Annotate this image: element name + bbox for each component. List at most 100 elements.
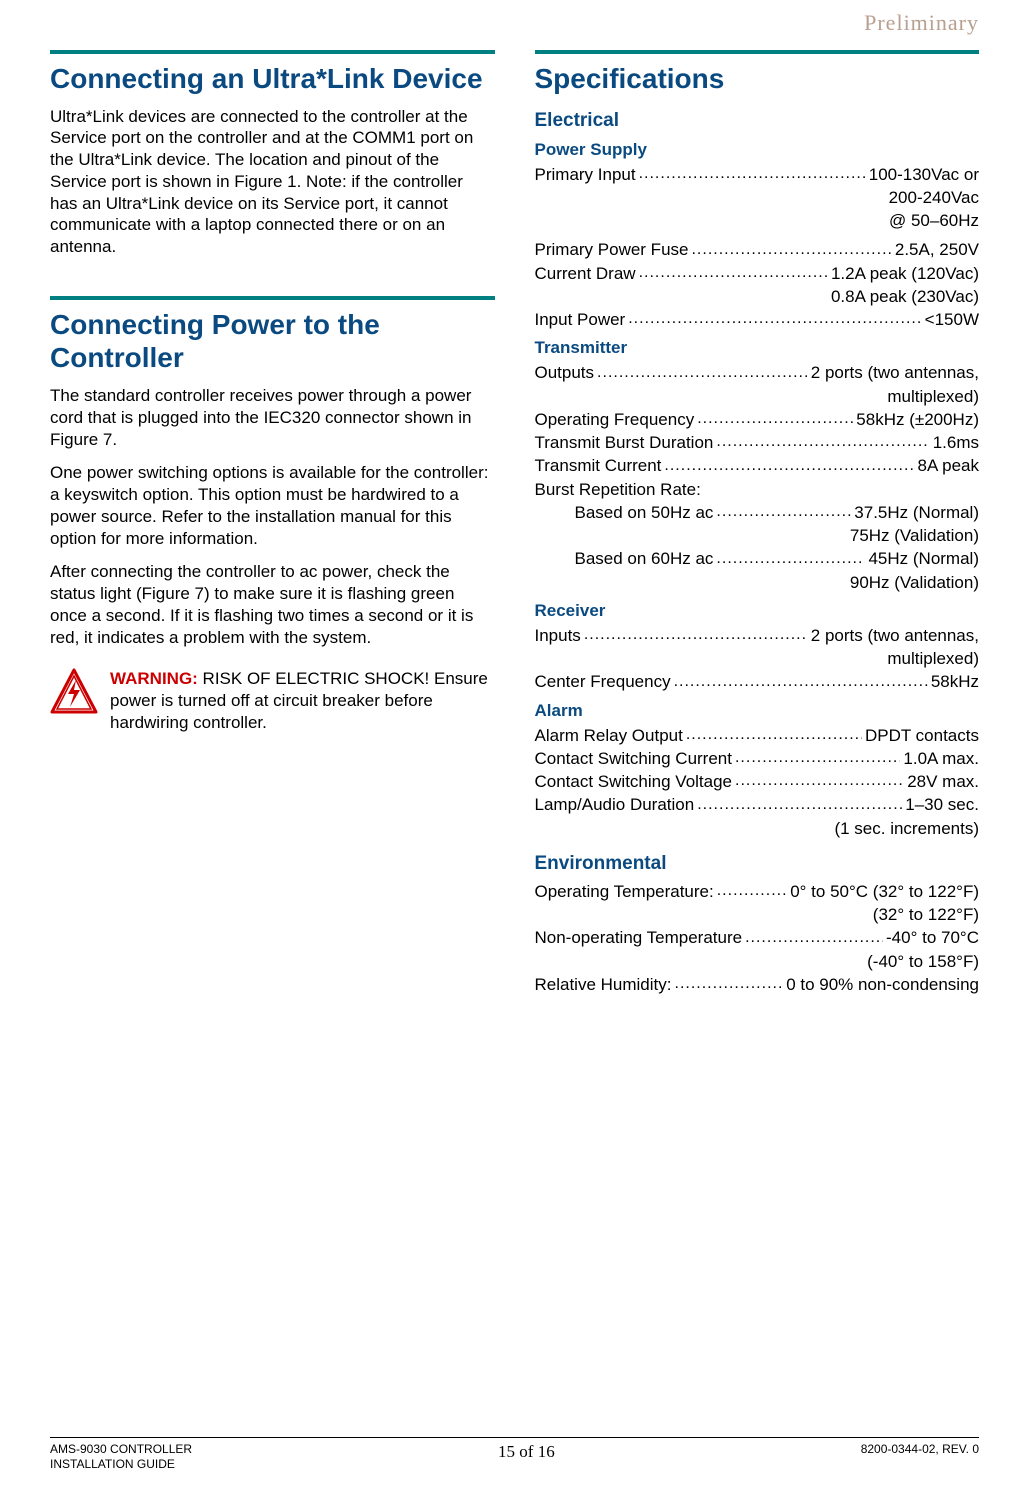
section-title-power: Connecting Power to the Controller	[50, 308, 495, 375]
spec-label: Operating Frequency	[535, 409, 695, 430]
spec-leader-dots	[691, 239, 891, 260]
spec-row: Input Power <150W	[535, 309, 980, 330]
spec-leader-dots	[686, 725, 862, 746]
paragraph: Ultra*Link devices are connected to the …	[50, 106, 495, 258]
left-column: Connecting an Ultra*Link Device Ultra*Li…	[50, 44, 495, 997]
spec-label: Current Draw	[535, 263, 636, 284]
spec-row: Operating Frequency58kHz (±200Hz)	[535, 409, 980, 430]
spec-leader-dots	[597, 362, 808, 383]
spec-row: Relative Humidity:0 to 90% non-condensin…	[535, 974, 980, 995]
spec-value-continuation: multiplexed)	[535, 648, 980, 669]
spec-value: 8A peak	[918, 455, 979, 476]
paragraph: The standard controller receives power t…	[50, 385, 495, 450]
spec-value: DPDT contacts	[865, 725, 979, 746]
spec-row: Transmit Current 8A peak	[535, 455, 980, 476]
spec-row: Inputs 2 ports (two antennas,	[535, 625, 980, 646]
spacer	[50, 270, 495, 290]
spec-leader-dots	[584, 625, 808, 646]
spec-label: Outputs	[535, 362, 595, 383]
paragraph: After connecting the controller to ac po…	[50, 561, 495, 648]
spec-value: 2.5A, 250V	[895, 239, 979, 260]
spec-label: Relative Humidity:	[535, 974, 672, 995]
spec-row: Primary Power Fuse 2.5A, 250V	[535, 239, 980, 260]
spec-subgroup-heading: Transmitter	[535, 338, 980, 358]
spec-value-continuation: (32° to 122°F)	[535, 904, 980, 925]
spec-value: 1.2A peak (120Vac)	[831, 263, 979, 284]
spec-value: 0° to 50°C (32° to 122°F)	[790, 881, 979, 902]
spec-subgroup-heading: Power Supply	[535, 140, 980, 160]
spec-value-continuation: (-40° to 158°F)	[535, 951, 980, 972]
spec-value-continuation: 0.8A peak (230Vac)	[535, 286, 980, 307]
spec-value-continuation: @ 50–60Hz	[535, 210, 980, 231]
spec-container: Electrical Power Supply Primary Input 100-1…	[535, 110, 980, 996]
spec-leader-dots	[628, 309, 921, 330]
spec-row: Based on 50Hz ac37.5Hz (Normal)	[535, 502, 980, 523]
spec-value-continuation: 200-240Vac	[535, 187, 980, 208]
spec-leader-dots	[735, 748, 900, 769]
spec-value: 1.6ms	[933, 432, 979, 453]
footer-page-number: 15 of 16	[498, 1442, 555, 1462]
spec-row: Alarm Relay Output DPDT contacts	[535, 725, 980, 746]
section-title-ultralink: Connecting an Ultra*Link Device	[50, 62, 495, 96]
right-column: Specifications ElectricalPower SupplyPri…	[535, 44, 980, 997]
spec-group-heading: Environmental	[535, 853, 980, 875]
warning-text: WARNING: RISK OF ELECTRIC SHOCK! Ensure …	[110, 668, 495, 733]
spec-leader-dots	[697, 409, 853, 430]
spec-value: 1.0A max.	[903, 748, 979, 769]
spec-label: Primary Power Fuse	[535, 239, 689, 260]
spec-value: 2 ports (two antennas,	[811, 362, 979, 383]
spec-label: Non-operating Temperature	[535, 927, 743, 948]
footer-doc-subtitle: INSTALLATION GUIDE	[50, 1457, 192, 1471]
spec-subgroup-heading: Alarm	[535, 701, 980, 721]
spec-row: Based on 60Hz ac45Hz (Normal)	[535, 548, 980, 569]
spec-row: Non-operating Temperature -40° to 70°C	[535, 927, 980, 948]
spec-value: 2 ports (two antennas,	[811, 625, 979, 646]
spec-leader-dots	[716, 548, 865, 569]
section-rule	[50, 50, 495, 54]
spec-value: 28V max.	[907, 771, 979, 792]
spec-value-continuation: 75Hz (Validation)	[535, 525, 980, 546]
spec-value-continuation: multiplexed)	[535, 386, 980, 407]
spec-row: Center Frequency58kHz	[535, 671, 980, 692]
footer-doc-title: AMS-9030 CONTROLLER	[50, 1442, 192, 1456]
spec-row: Outputs 2 ports (two antennas,	[535, 362, 980, 383]
spec-label: Inputs	[535, 625, 581, 646]
section-rule	[535, 50, 980, 54]
footer-doc-rev: 8200-0344-02, REV. 0	[861, 1442, 979, 1456]
spec-leader-dots	[716, 502, 851, 523]
spec-leader-dots	[639, 263, 828, 284]
spec-leader-dots	[735, 771, 904, 792]
spec-row: Current Draw 1.2A peak (120Vac)	[535, 263, 980, 284]
spec-label: Alarm Relay Output	[535, 725, 683, 746]
spec-label: Transmit Current	[535, 455, 662, 476]
spec-value-continuation: (1 sec. increments)	[535, 818, 980, 839]
spec-label: Primary Input	[535, 164, 636, 185]
spec-label: Center Frequency	[535, 671, 671, 692]
spec-value: -40° to 70°C	[886, 927, 979, 948]
spec-leader-dots	[697, 794, 902, 815]
spec-value: <150W	[925, 309, 979, 330]
spec-row: Contact Switching Voltage28V max.	[535, 771, 980, 792]
spec-value-continuation: 90Hz (Validation)	[535, 572, 980, 593]
preliminary-stamp: Preliminary	[50, 10, 979, 36]
two-column-layout: Connecting an Ultra*Link Device Ultra*Li…	[50, 44, 979, 997]
section-rule	[50, 296, 495, 300]
spec-label: Contact Switching Current	[535, 748, 732, 769]
warning-shock-icon	[50, 668, 98, 716]
spec-leader-dots	[717, 881, 787, 902]
spec-group-heading: Electrical	[535, 110, 980, 132]
spec-leader-dots	[639, 164, 866, 185]
spec-label: Operating Temperature:	[535, 881, 714, 902]
spec-label: Based on 50Hz ac	[575, 502, 714, 523]
spec-label: Input Power	[535, 309, 626, 330]
spec-row: Transmit Burst Duration 1.6ms	[535, 432, 980, 453]
spec-value: 1–30 sec.	[905, 794, 979, 815]
spec-value: 100-130Vac or	[869, 164, 979, 185]
spec-label: Based on 60Hz ac	[575, 548, 714, 569]
spec-leader-dots	[664, 455, 914, 476]
spec-plain-line: Burst Repetition Rate:	[535, 479, 980, 500]
spec-subgroup-heading: Receiver	[535, 601, 980, 621]
spec-leader-dots	[716, 432, 929, 453]
spec-label: Transmit Burst Duration	[535, 432, 714, 453]
spec-row: Operating Temperature: 0° to 50°C (32° to…	[535, 881, 980, 902]
